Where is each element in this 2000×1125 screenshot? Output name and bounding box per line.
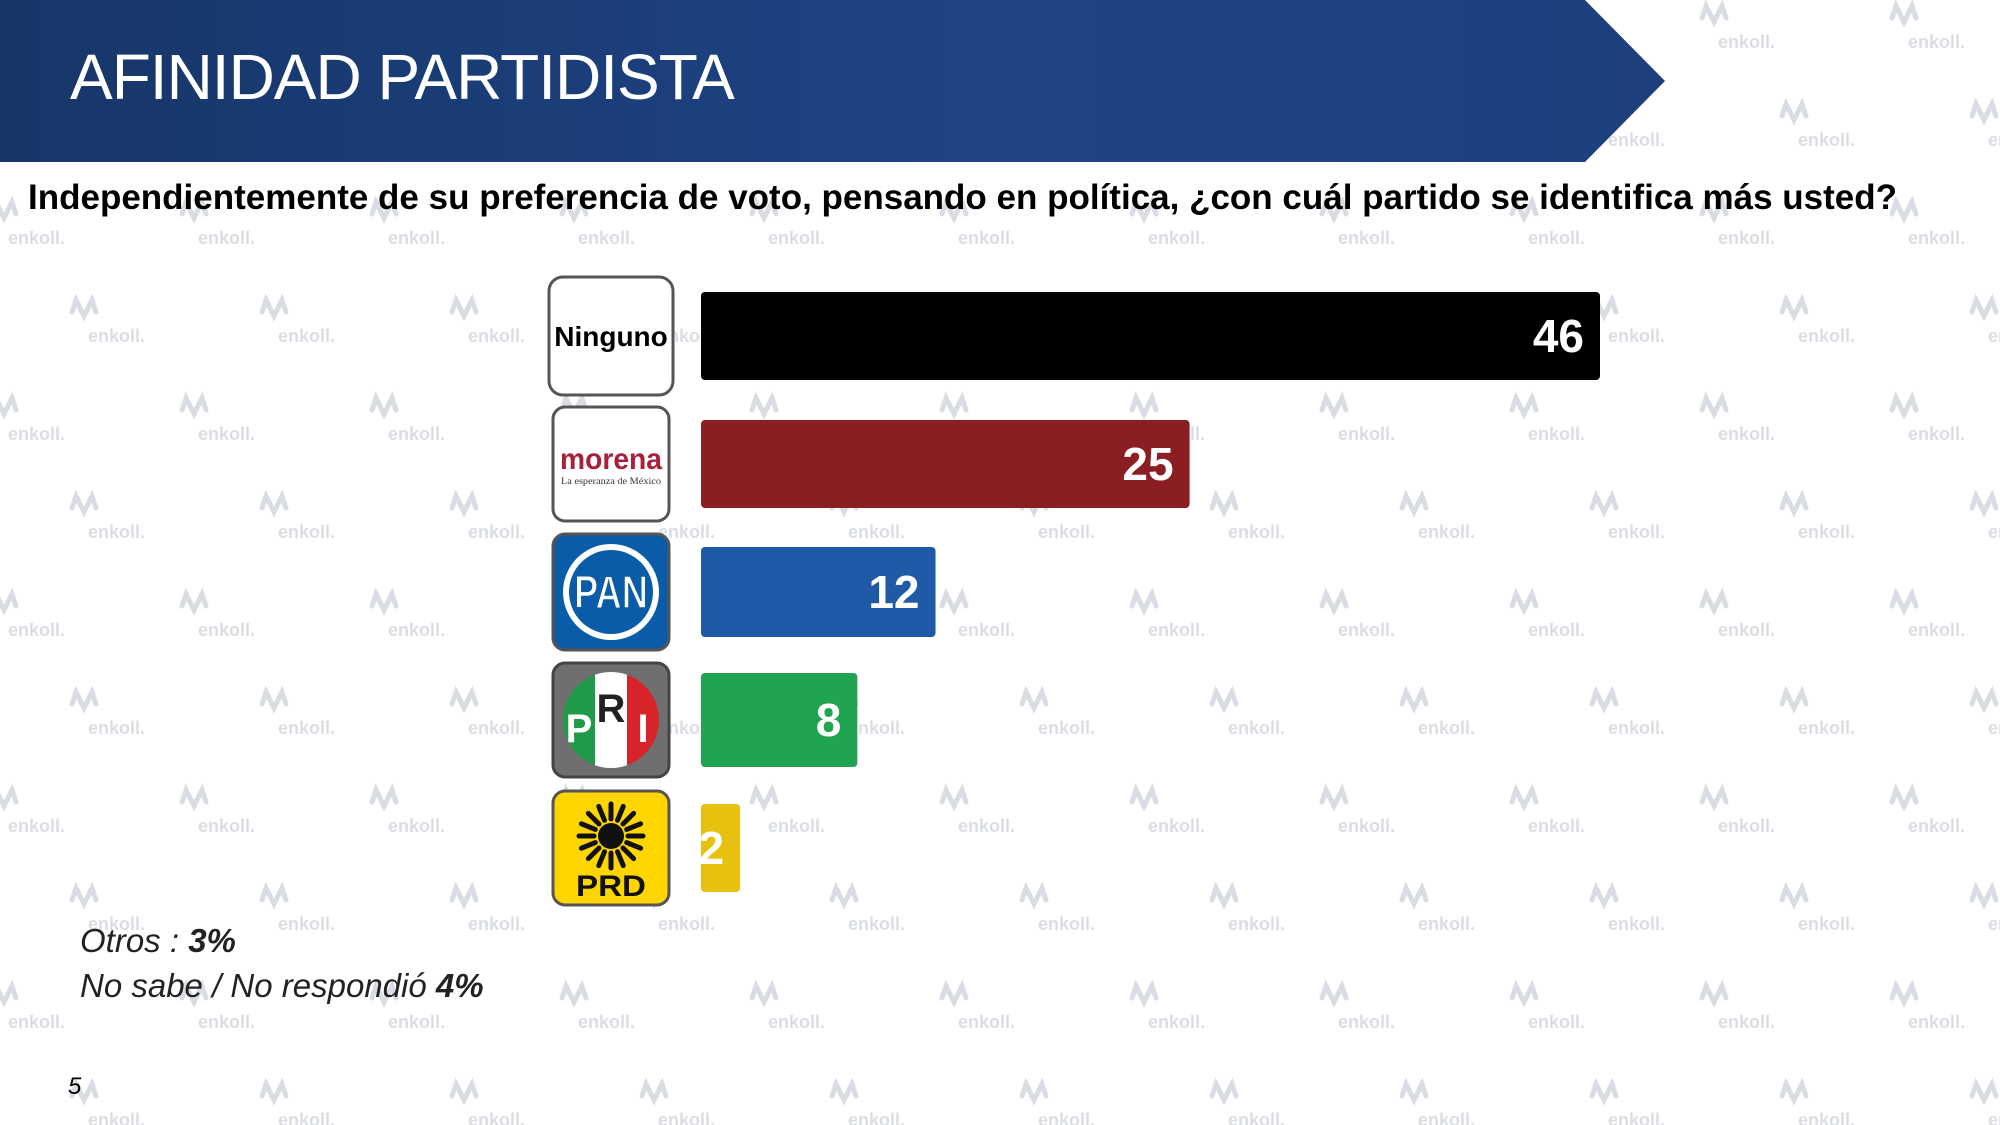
otros-note: Otros : 3% — [80, 922, 236, 959]
logo-prd: PRD — [551, 789, 671, 907]
data-label-morena: 25 — [1122, 438, 1173, 490]
svg-text:PRD: PRD — [576, 870, 646, 903]
data-label-prd: 2 — [698, 822, 724, 874]
ninguno-label: Ninguno — [554, 321, 668, 352]
svg-text:morena: morena — [560, 443, 662, 476]
notes: Otros : 3% No sabe / No respondió 4% — [80, 918, 484, 1008]
bar-ninguno — [701, 292, 1600, 380]
svg-text:R: R — [597, 687, 626, 731]
bar-morena — [701, 420, 1190, 508]
svg-text:PAN: PAN — [574, 566, 648, 618]
bar-prd — [701, 804, 741, 892]
title-banner: AFINIDAD PARTIDISTA — [0, 0, 1665, 162]
svg-text:I: I — [637, 707, 648, 751]
page-number: 5 — [68, 1073, 82, 1100]
data-label-pri: 8 — [816, 694, 842, 746]
logo-pan: PAN — [551, 532, 671, 652]
svg-text:P: P — [566, 707, 593, 751]
data-label-ninguno: 46 — [1533, 310, 1584, 362]
data-label-pan: 12 — [868, 566, 919, 618]
svg-text:La esperanza de México: La esperanza de México — [561, 476, 662, 486]
page-title: AFINIDAD PARTIDISTA — [70, 41, 735, 113]
logo-ninguno: Ninguno — [547, 275, 675, 397]
bar-pri — [701, 673, 858, 767]
no-sabe-note: No sabe / No respondió 4% — [80, 967, 484, 1004]
